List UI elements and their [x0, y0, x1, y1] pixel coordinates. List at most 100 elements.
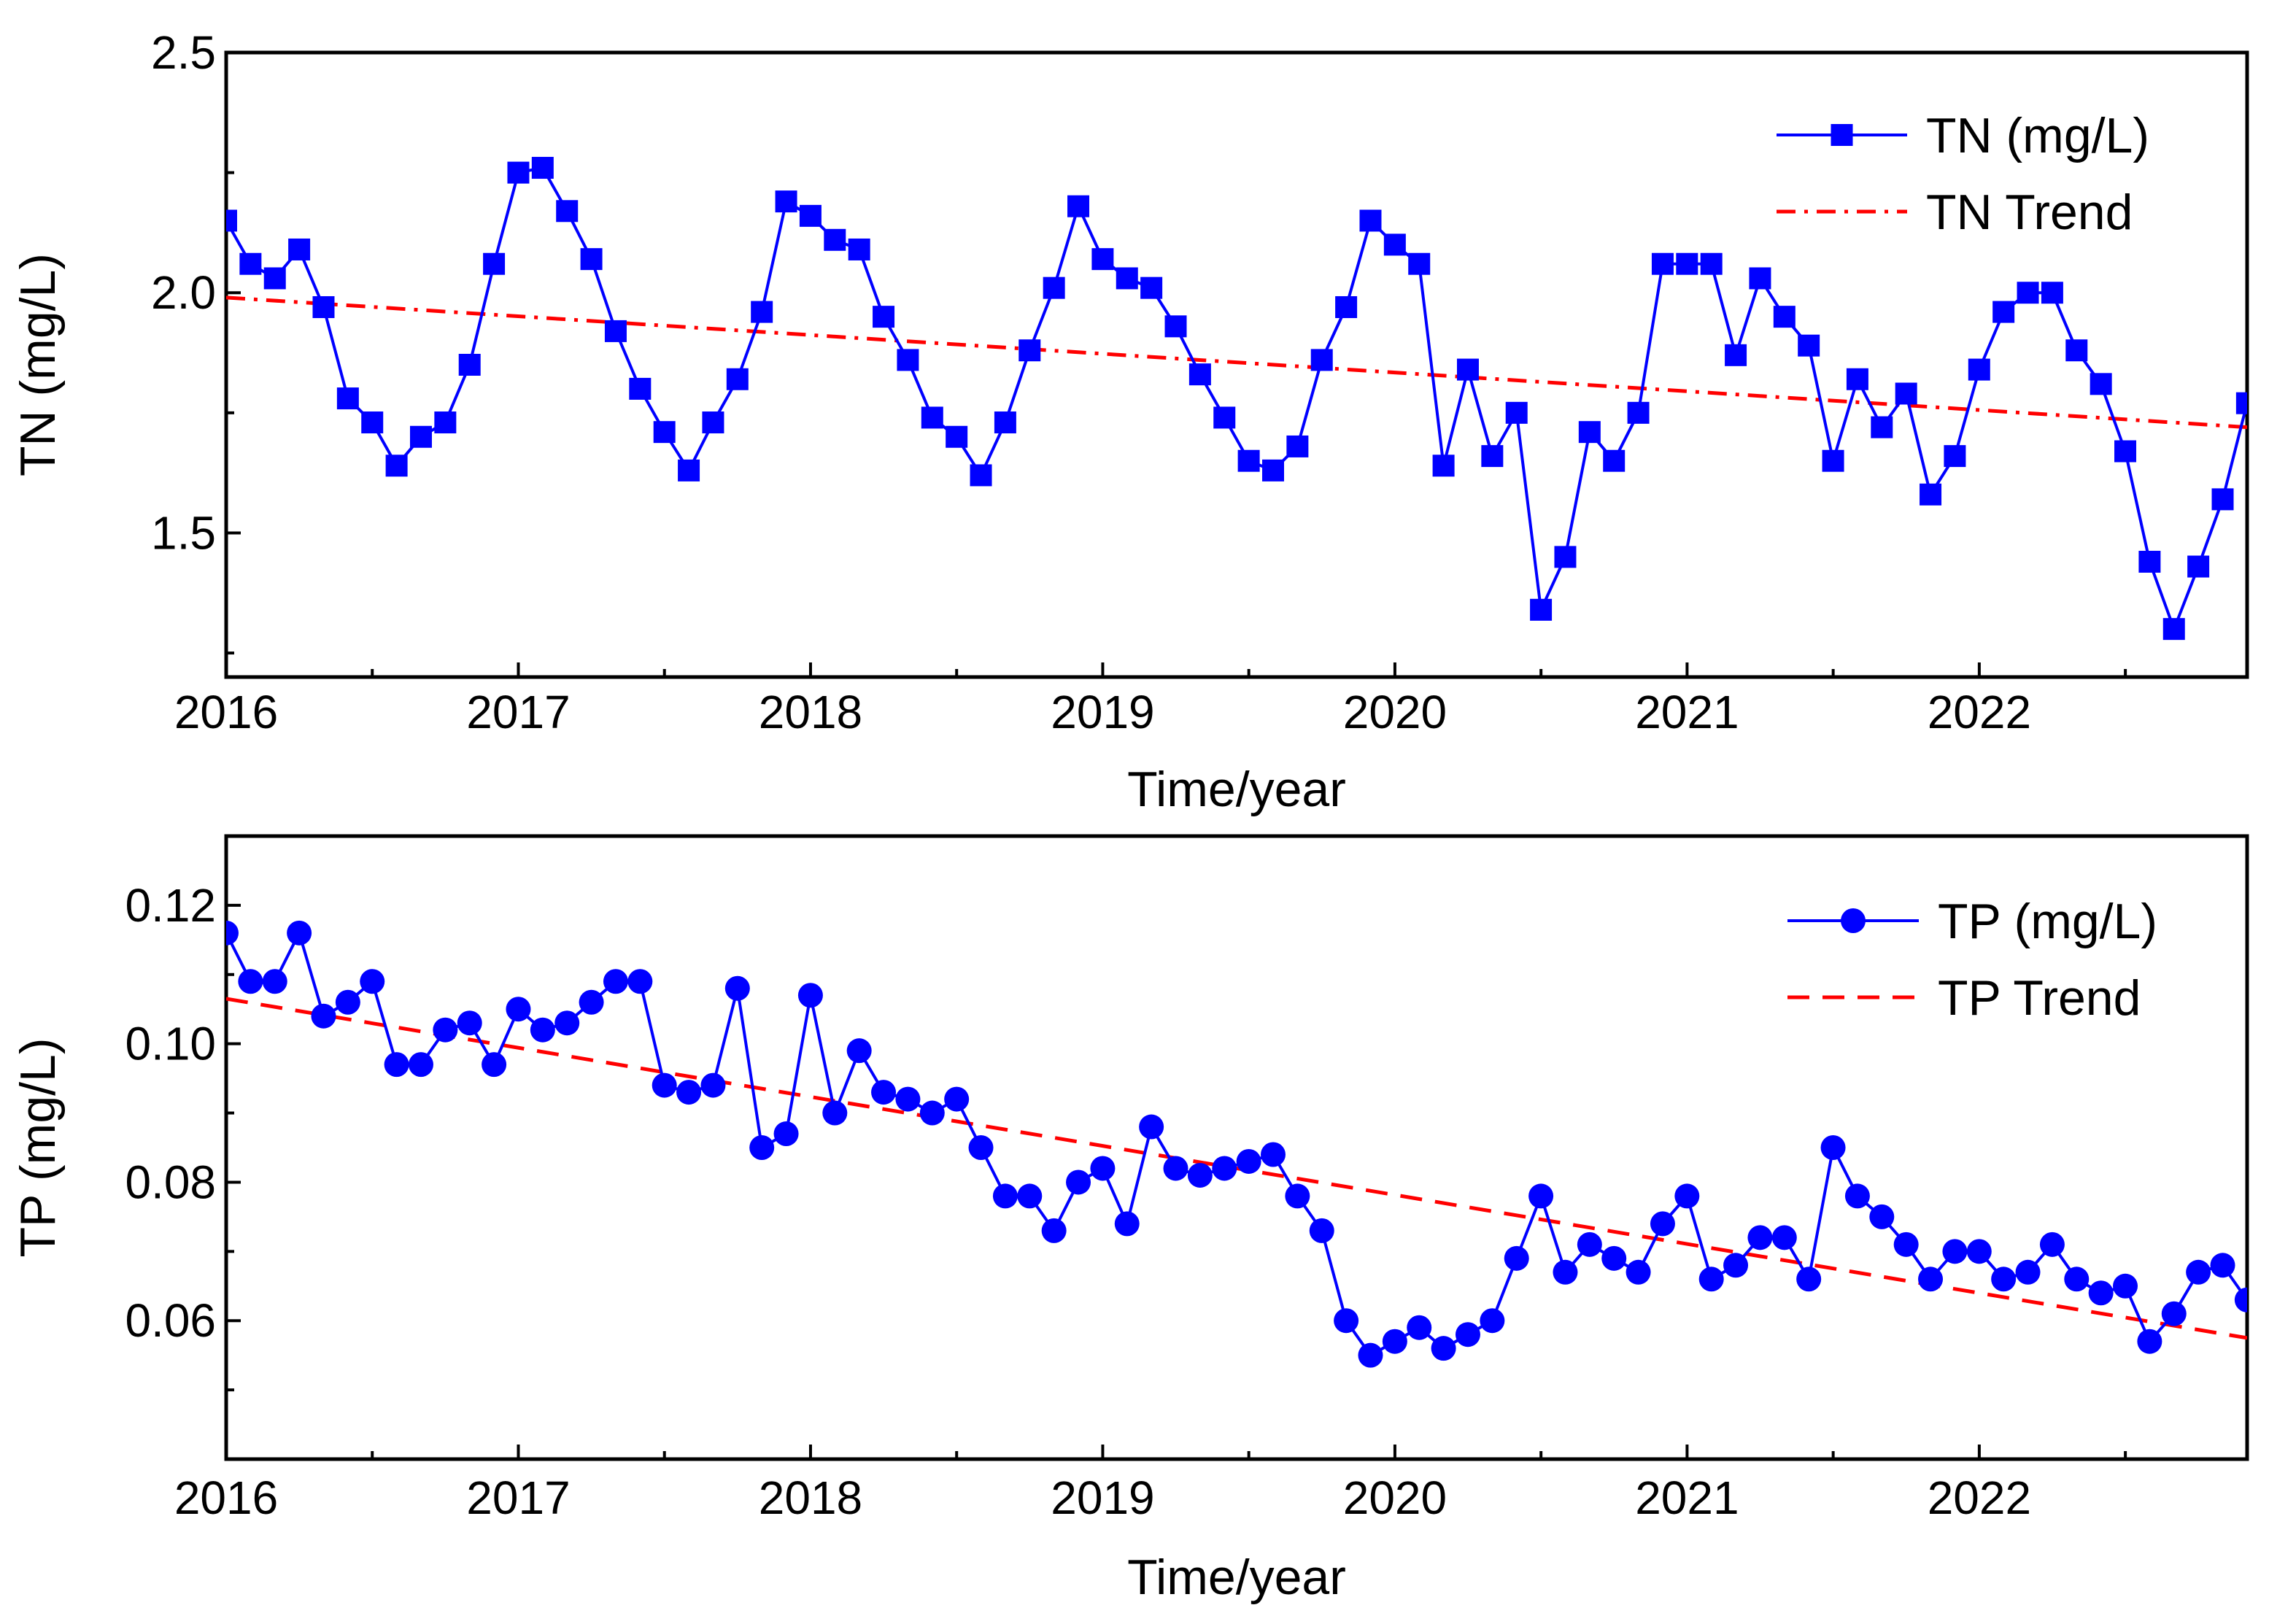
- data-point: [895, 1086, 921, 1112]
- data-point: [1530, 598, 1553, 621]
- data-point: [2090, 373, 2112, 395]
- x-tick-label: 2018: [759, 686, 862, 738]
- data-point: [458, 354, 481, 376]
- data-point: [1018, 339, 1041, 362]
- data-point: [1554, 546, 1577, 568]
- x-tick-label: 2016: [174, 1472, 278, 1524]
- data-point: [2065, 339, 2088, 362]
- data-point: [749, 1135, 775, 1160]
- data-point: [1114, 1211, 1140, 1237]
- legend: TP (mg/L) TP Trend: [1787, 894, 2157, 1026]
- data-point: [2187, 555, 2210, 578]
- data-point: [1334, 1308, 1359, 1334]
- data-point: [1773, 306, 1796, 328]
- data-point: [288, 238, 311, 260]
- data-point: [603, 969, 628, 994]
- data-point: [2088, 1280, 2114, 1306]
- data-point: [1187, 1162, 1213, 1188]
- data-point: [1285, 1183, 1310, 1209]
- data-point: [2138, 550, 2161, 573]
- data-point: [702, 411, 724, 434]
- tn-panel: 2016 2017 2018 2019 2020 2021 2022 1.5 2.0 2.5 Tim…: [10, 26, 2269, 817]
- data-point: [775, 190, 797, 213]
- x-tick-label: 2019: [1051, 1472, 1154, 1524]
- legend-series-label: TN (mg/L): [1926, 108, 2149, 163]
- data-point: [262, 969, 287, 994]
- data-area: [226, 920, 2247, 1368]
- data-point: [434, 411, 457, 434]
- tp-panel: 2016 2017 2018 2019 2020 2021 2022 0.06 0.08 0.10…: [10, 834, 2249, 1605]
- data-point: [1968, 358, 1990, 381]
- data-point: [773, 1121, 799, 1147]
- data-point: [239, 252, 262, 275]
- data-point: [1626, 1259, 1651, 1285]
- data-point: [482, 1052, 507, 1078]
- data-point: [1286, 435, 1309, 457]
- data-point: [994, 411, 1016, 434]
- data-point: [1043, 277, 1065, 299]
- data-point: [1067, 195, 1090, 217]
- y-axis: 1.5 2.0 2.5: [151, 26, 241, 655]
- x-tick-label: 2021: [1635, 1472, 1739, 1524]
- data-point: [1505, 401, 1528, 424]
- data-point: [1650, 1211, 1675, 1237]
- data-point: [1601, 1245, 1627, 1271]
- data-point: [1846, 368, 1868, 390]
- data-point: [1725, 344, 1747, 366]
- data-point: [1674, 1183, 1700, 1209]
- data-point: [1041, 1218, 1067, 1243]
- data-point: [848, 238, 870, 260]
- data-point: [2064, 1267, 2090, 1292]
- data-point: [579, 989, 604, 1015]
- plot-frame: [224, 834, 2249, 1461]
- data-point: [1944, 445, 1966, 468]
- data-point: [1407, 1315, 1432, 1340]
- x-tick-label: 2022: [1928, 1472, 2031, 1524]
- x-tick-label: 2018: [759, 1472, 862, 1524]
- data-point: [1822, 449, 1844, 472]
- data-point: [1992, 301, 2015, 323]
- data-point: [226, 209, 237, 232]
- data-point: [2260, 344, 2269, 366]
- data-point: [2162, 618, 2185, 641]
- data-area: [226, 157, 2269, 641]
- data-point: [1164, 315, 1187, 338]
- data-point: [629, 377, 652, 400]
- y-tick-label: 0.10: [125, 1018, 216, 1070]
- data-point: [1676, 252, 1698, 275]
- x-tick-label: 2022: [1928, 686, 2031, 738]
- data-point: [1504, 1245, 1529, 1271]
- data-point: [652, 1072, 677, 1098]
- data-point: [1528, 1183, 1554, 1209]
- x-tick-label: 2017: [466, 686, 570, 738]
- data-point: [2015, 1259, 2041, 1285]
- data-point: [2210, 1253, 2235, 1278]
- legend-series-label: TP (mg/L): [1938, 894, 2157, 949]
- data-point: [1480, 1308, 1505, 1334]
- data-point: [1335, 295, 1358, 318]
- x-axis: 2016 2017 2018 2019 2020 2021 2022: [174, 1445, 2127, 1524]
- data-point: [1869, 1204, 1895, 1229]
- data-point: [1432, 455, 1455, 477]
- data-point: [433, 1017, 458, 1043]
- data-point: [1749, 267, 1771, 290]
- legend-series-marker: [1831, 124, 1853, 146]
- data-point: [2211, 488, 2234, 511]
- data-point: [1456, 358, 1479, 381]
- data-point: [2234, 1287, 2247, 1312]
- data-point: [970, 464, 992, 487]
- x-tick-label: 2017: [466, 1472, 570, 1524]
- data-point: [799, 204, 822, 227]
- y-axis-title: TN (mg/L): [10, 253, 66, 476]
- data-point: [226, 920, 239, 946]
- data-point: [1698, 1267, 1724, 1292]
- data-point: [676, 1080, 702, 1105]
- data-point: [1309, 1218, 1334, 1243]
- data-point: [751, 301, 773, 323]
- data-point: [1747, 1225, 1773, 1250]
- data-point: [873, 306, 895, 328]
- data-point: [1895, 382, 1917, 405]
- data-point: [724, 975, 750, 1001]
- data-point: [968, 1135, 994, 1160]
- data-point: [1383, 233, 1406, 256]
